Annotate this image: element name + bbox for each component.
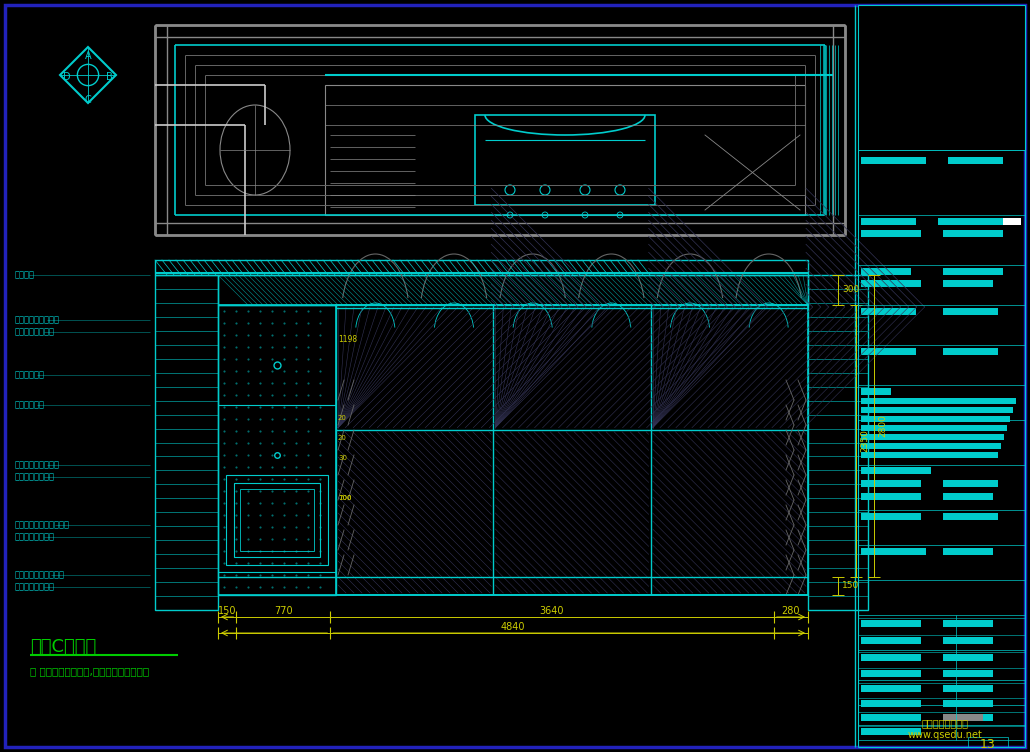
Text: 3640: 3640 [540,606,564,616]
Bar [861,685,921,692]
Bar [943,548,993,555]
Bar [861,443,1001,449]
Bar [861,452,998,458]
Text: 770: 770 [274,606,293,616]
Bar [861,218,916,225]
Text: www.qsedu.net: www.qsedu.net [907,730,983,740]
Text: 汇橡木烤漆著开放色: 汇橡木烤漆著开放色 [15,315,60,324]
Bar [943,513,998,520]
Bar [861,268,911,275]
Bar [943,670,993,677]
Text: 汇橡木直板浮雕著开放色: 汇橡木直板浮雕著开放色 [15,520,70,529]
Text: 窗帘（选件）: 窗帘（选件） [15,370,45,379]
Bar [226,475,328,565]
Bar [943,700,993,707]
Bar [861,388,891,395]
Bar [861,416,1010,422]
Text: 4840: 4840 [501,622,525,632]
Bar [154,275,218,610]
Bar [943,280,993,287]
Text: 2800: 2800 [878,414,887,438]
Bar [861,700,921,707]
Bar [943,308,998,315]
Bar [1003,218,1021,225]
Bar [475,115,655,205]
Bar [861,434,1004,440]
Bar [861,425,1007,431]
Text: 吊顶部分: 吊顶部分 [15,270,35,279]
Bar [943,654,993,661]
Bar [948,157,1003,164]
Bar [943,480,998,487]
Text: 100: 100 [338,495,351,501]
Bar [861,157,926,164]
Bar [861,407,1012,413]
Text: 定制成品（平供）: 定制成品（平供） [15,582,55,591]
Bar [218,305,336,595]
Text: 定制成品（平供）: 定制成品（平供） [15,532,55,541]
Bar [938,218,1008,225]
Text: 150: 150 [842,581,859,590]
Bar [861,467,931,474]
Bar [943,620,993,627]
Bar [943,637,993,644]
Bar [234,483,320,557]
Text: C: C [84,95,92,105]
Bar [325,85,805,215]
Bar [861,714,921,721]
Bar [861,348,916,355]
Text: 2350: 2350 [860,429,869,453]
Bar [861,670,921,677]
Text: 横杆（选件）: 横杆（选件） [15,400,45,409]
Bar [808,275,868,610]
Bar [968,737,1008,747]
Text: 定制成品（平供）: 定制成品（平供） [15,472,55,481]
Bar [861,728,921,735]
Text: 汇橡木烤漆著开放色: 汇橡木烤漆著开放色 [15,460,60,469]
Bar [861,480,921,487]
Bar [861,513,921,520]
Bar [154,260,808,275]
Text: 280: 280 [782,606,800,616]
Bar [861,280,921,287]
Bar [861,654,921,661]
Bar [858,5,1025,150]
Text: 30: 30 [338,455,347,461]
Bar [943,230,1003,237]
Text: D: D [63,72,71,82]
Bar [943,714,993,721]
Bar [861,308,916,315]
Bar [861,493,921,500]
Text: 150: 150 [218,606,237,616]
Bar [861,548,926,555]
Text: 300: 300 [842,286,859,295]
Bar [861,620,921,627]
Bar [861,230,921,237]
Bar [943,268,1003,275]
Text: 齐生设计职业学校: 齐生设计职业学校 [922,718,968,728]
Text: 700: 700 [338,495,351,501]
Text: 注 图中所有标注尺寸,均以实际测量为准。: 注 图中所有标注尺寸,均以实际测量为准。 [30,666,149,676]
Bar [240,489,314,551]
Bar [154,25,845,235]
Text: 20: 20 [338,415,347,421]
Bar [861,637,921,644]
Bar [943,493,993,500]
Bar [336,305,808,595]
Text: 汇橡木踢脚线著开放色: 汇橡木踢脚线著开放色 [15,570,65,579]
Text: 13: 13 [981,738,996,751]
Bar [943,714,983,721]
Text: 客厅C立面图: 客厅C立面图 [30,638,96,656]
Text: 20: 20 [338,435,347,441]
Text: B: B [106,72,112,82]
Bar [943,685,993,692]
Bar [943,348,998,355]
Text: A: A [84,51,92,61]
Text: 定制成品（平供）: 定制成品（平供） [15,327,55,336]
Bar [861,398,1016,404]
Text: 1198: 1198 [338,335,357,344]
Bar [218,275,808,305]
